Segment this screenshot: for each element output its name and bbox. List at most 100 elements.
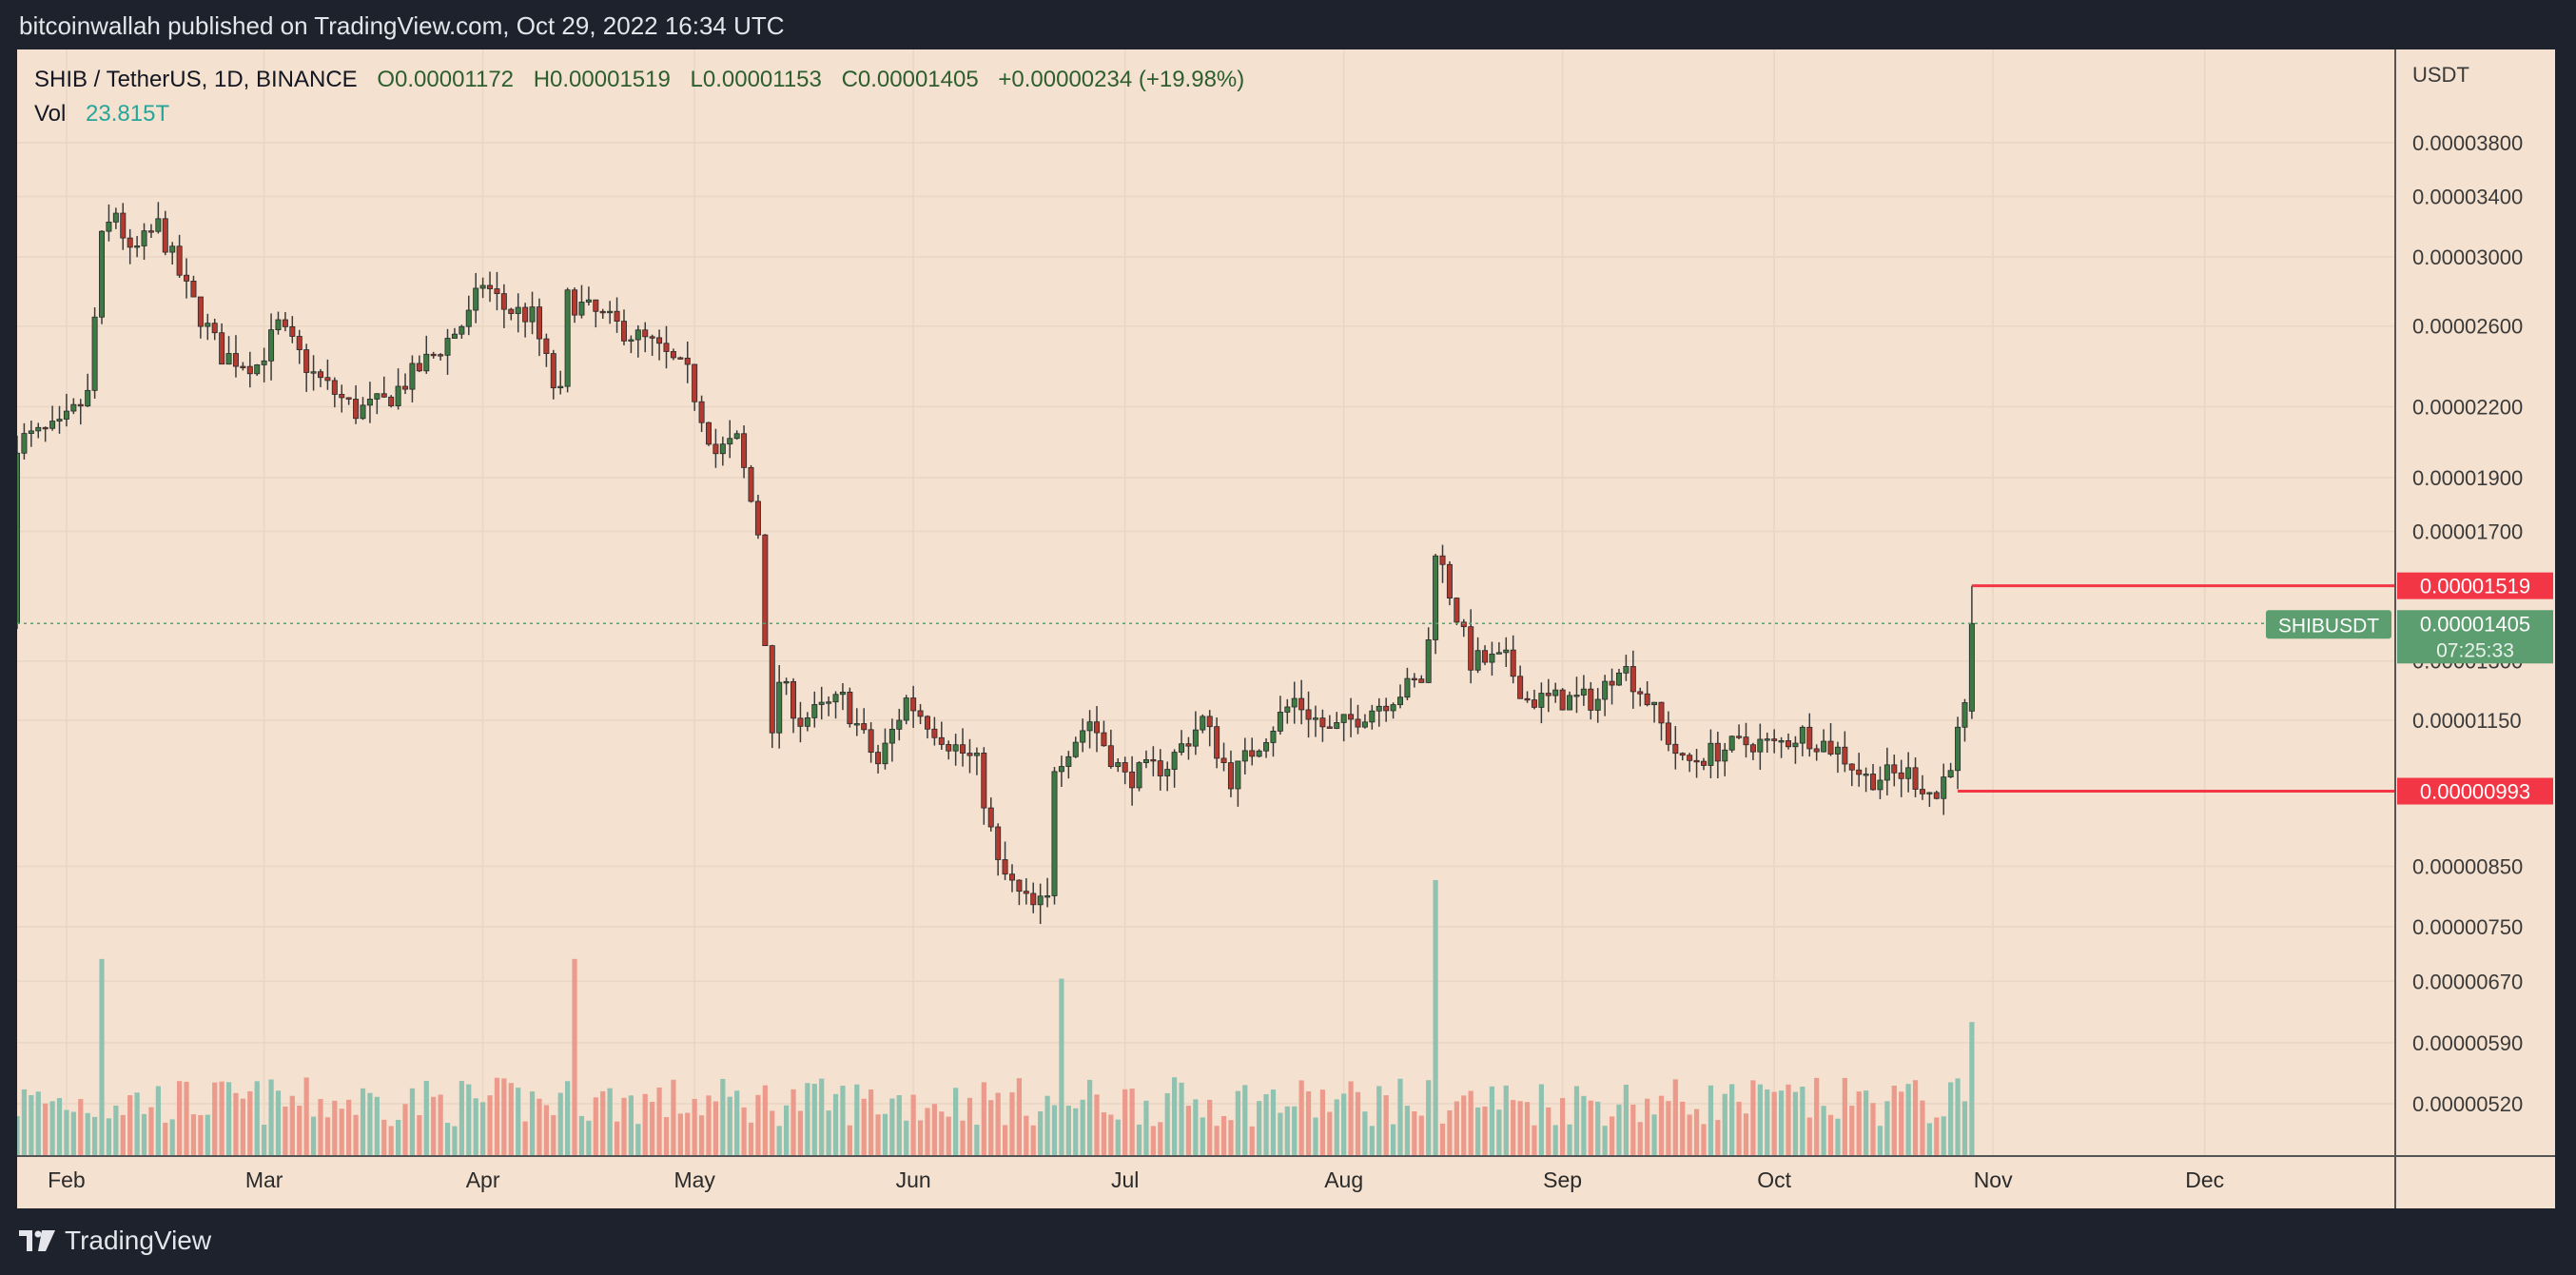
candle-body xyxy=(508,308,515,314)
volume-label[interactable]: Vol xyxy=(34,101,67,127)
candle-body xyxy=(1200,716,1206,731)
time-tick-label: May xyxy=(673,1167,715,1192)
symbol-label[interactable]: SHIB / TetherUS, 1D, BINANCE xyxy=(34,67,358,92)
brand-name: TradingView xyxy=(65,1226,212,1255)
candle-body xyxy=(1813,748,1820,753)
volume-bar xyxy=(917,1120,924,1156)
volume-bar xyxy=(861,1098,867,1156)
candle-body xyxy=(310,371,317,374)
candle-body xyxy=(875,752,882,765)
candle-body xyxy=(748,466,754,502)
volume-bar xyxy=(1934,1117,1940,1156)
candle-body xyxy=(162,218,168,253)
volume-bar xyxy=(1164,1092,1170,1156)
volume-bar xyxy=(1546,1107,1551,1156)
volume-bar xyxy=(1038,1110,1044,1156)
volume-bar xyxy=(1087,1079,1093,1156)
candle-body xyxy=(303,349,310,373)
volume-bar xyxy=(1623,1084,1629,1156)
symbol-badge xyxy=(2266,610,2391,639)
candle-body xyxy=(1136,762,1142,789)
volume-bars xyxy=(17,880,1975,1156)
volume-bar xyxy=(106,1118,112,1156)
volume-bar xyxy=(303,1077,309,1156)
volume-bar xyxy=(1129,1089,1135,1156)
candle-body xyxy=(1912,767,1919,790)
tradingview-brand[interactable]: TradingView xyxy=(19,1226,211,1256)
time-tick-label: Nov xyxy=(1974,1167,2013,1192)
candle-body xyxy=(1919,789,1925,794)
candle-body xyxy=(1122,762,1128,773)
price-chart[interactable]: 0.00003800 0.00003400 0.00003000 0.00002600… xyxy=(17,49,2555,1208)
candle-body xyxy=(719,443,726,455)
candle-body xyxy=(1495,652,1502,655)
volume-bar xyxy=(1517,1101,1523,1156)
volume-bar xyxy=(656,1087,662,1156)
candle-body xyxy=(388,396,395,406)
volume-bar xyxy=(671,1079,676,1156)
candle-body xyxy=(197,296,204,327)
volume-bar xyxy=(466,1084,472,1156)
volume-bar xyxy=(882,1113,888,1156)
candle-body xyxy=(1249,750,1256,757)
volume-bar xyxy=(92,1116,98,1156)
candle-body xyxy=(614,310,620,322)
volume-bar xyxy=(1002,1125,1008,1156)
symbol-badge-label: SHIBUSDT xyxy=(2278,615,2379,637)
candle-body xyxy=(120,212,127,239)
volume-bar xyxy=(1899,1091,1904,1156)
candle-body xyxy=(769,645,775,734)
price-marker-label: 0.00000993 xyxy=(2420,779,2530,803)
volume-bar xyxy=(1193,1099,1199,1156)
volume-bar xyxy=(685,1112,691,1156)
candle-body xyxy=(741,433,748,468)
volume-bar xyxy=(811,1084,817,1156)
candle-body xyxy=(620,321,627,342)
candle-body xyxy=(190,281,197,298)
candle-body xyxy=(1623,666,1630,674)
candle-body xyxy=(550,353,556,389)
candle-body xyxy=(1955,726,1961,772)
volume-bar xyxy=(770,1110,775,1156)
candle-body xyxy=(1630,666,1636,693)
candle-body xyxy=(853,723,860,726)
volume-bar xyxy=(233,1092,239,1156)
candle-body xyxy=(1361,721,1368,728)
candle-body xyxy=(634,329,641,341)
candle-body xyxy=(790,680,797,719)
candle-body xyxy=(861,723,868,731)
candle-body xyxy=(254,364,261,375)
volume-bar xyxy=(480,1102,486,1156)
volume-bar xyxy=(966,1097,973,1156)
price-marker-box xyxy=(2397,777,2553,805)
volume-bar xyxy=(1687,1114,1692,1156)
candle-body xyxy=(1468,626,1474,671)
candle-body xyxy=(847,691,853,725)
candle-body xyxy=(973,753,980,756)
candle-body xyxy=(593,299,599,312)
volume-bar xyxy=(974,1124,980,1156)
candle-body xyxy=(275,319,282,331)
volume-bar xyxy=(1573,1086,1580,1156)
volume-bar xyxy=(1722,1093,1727,1156)
volume-bar xyxy=(995,1092,1001,1156)
volume-bar xyxy=(1595,1101,1601,1156)
candle-body xyxy=(1390,704,1396,712)
chart-area[interactable]: 0.00003800 0.00003400 0.00003000 0.00002600… xyxy=(17,49,2555,1208)
candle-body xyxy=(924,716,930,730)
candle-body xyxy=(85,389,91,407)
candle-body xyxy=(1150,758,1157,762)
volume-bar xyxy=(148,1107,154,1156)
candle-body xyxy=(663,343,670,352)
volume-bar xyxy=(1143,1100,1149,1156)
candle-body xyxy=(1164,769,1171,776)
volume-bar xyxy=(1701,1124,1707,1156)
candle-body xyxy=(931,728,938,738)
volume-bar xyxy=(225,1082,232,1156)
volume-bar xyxy=(431,1096,437,1156)
candle-body xyxy=(649,336,655,339)
candle-body xyxy=(282,319,288,327)
candle-body xyxy=(1051,771,1058,896)
volume-bar xyxy=(734,1090,740,1156)
volume-bar xyxy=(388,1126,394,1156)
